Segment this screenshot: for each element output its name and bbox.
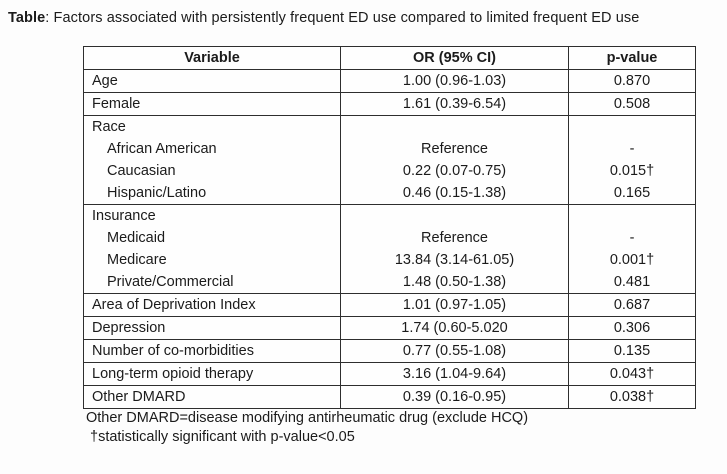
table-row-group-race: Race African American Caucasian Hispanic… <box>83 115 696 205</box>
cell-or-group: Reference 0.22 (0.07-0.75) 0.46 (0.15-1.… <box>340 115 569 205</box>
cell-pvalue: 0.508 <box>568 92 696 116</box>
cell-or: 0.39 (0.16-0.95) <box>340 385 569 409</box>
blank-line <box>342 117 568 139</box>
cell-variable: Age <box>83 69 341 93</box>
group-label: Race <box>92 119 126 135</box>
cell-variable: Area of Deprivation Index <box>83 293 341 317</box>
group-item-or: Reference <box>421 230 488 246</box>
group-item-label: Medicare <box>107 252 167 268</box>
column-header-or: OR (95% CI) <box>340 46 569 70</box>
cell-pvalue: 0.135 <box>568 339 696 363</box>
group-item-or: 0.22 (0.07-0.75) <box>402 163 507 179</box>
cell-or-group: Reference 13.84 (3.14-61.05) 1.48 (0.50-… <box>340 204 569 294</box>
footnotes: Other DMARD=disease modifying antirheuma… <box>86 409 528 447</box>
header-row: Variable OR (95% CI) p-value <box>83 46 696 70</box>
group-item-or: Reference <box>421 141 488 157</box>
caption-text: : Factors associated with persistently f… <box>45 10 640 26</box>
cell-pvalue-group: - 0.015† 0.165 <box>568 115 696 205</box>
results-table: Variable OR (95% CI) p-value Age 1.00 (0… <box>83 46 696 409</box>
cell-pvalue: 0.043† <box>568 362 696 386</box>
cell-pvalue: 0.687 <box>568 293 696 317</box>
group-item-label: Private/Commercial <box>107 274 234 290</box>
blank-line <box>570 206 695 228</box>
cell-or: 1.74 (0.60-5.020 <box>340 316 569 340</box>
group-item-label: Caucasian <box>107 163 176 179</box>
table-row-female: Female 1.61 (0.39-6.54) 0.508 <box>83 92 696 116</box>
table-row-depression: Depression 1.74 (0.60-5.020 0.306 <box>83 316 696 340</box>
cell-variable: Depression <box>83 316 341 340</box>
group-item-label: Medicaid <box>107 230 166 246</box>
cell-pvalue: 0.038† <box>568 385 696 409</box>
footnote-dagger-significance: †statistically significant with p-value<… <box>90 429 355 445</box>
group-item-pvalue: - <box>629 141 635 157</box>
cell-or: 0.77 (0.55-1.08) <box>340 339 569 363</box>
group-item-pvalue: 0.481 <box>613 274 651 290</box>
group-item-pvalue: 0.165 <box>613 185 651 201</box>
cell-or: 1.01 (0.97-1.05) <box>340 293 569 317</box>
group-item-or: 1.48 (0.50-1.38) <box>402 274 507 290</box>
column-header-variable: Variable <box>83 46 341 70</box>
cell-pvalue: 0.306 <box>568 316 696 340</box>
footnote-dmard-definition: Other DMARD=disease modifying antirheuma… <box>86 410 529 426</box>
blank-line <box>570 117 695 139</box>
table-row-opioid: Long-term opioid therapy 3.16 (1.04-9.64… <box>83 362 696 386</box>
group-label: Insurance <box>92 208 156 224</box>
group-item-label: African American <box>107 141 217 157</box>
column-header-pvalue: p-value <box>568 46 696 70</box>
table-row-comorbidities: Number of co-morbidities 0.77 (0.55-1.08… <box>83 339 696 363</box>
cell-variable-group: Race African American Caucasian Hispanic… <box>83 115 341 205</box>
group-item-pvalue: 0.001† <box>609 252 655 268</box>
cell-or: 1.00 (0.96-1.03) <box>340 69 569 93</box>
cell-variable-group: Insurance Medicaid Medicare Private/Comm… <box>83 204 341 294</box>
cell-variable: Number of co-morbidities <box>83 339 341 363</box>
group-item-or: 0.46 (0.15-1.38) <box>402 185 507 201</box>
cell-pvalue-group: - 0.001† 0.481 <box>568 204 696 294</box>
cell-variable: Female <box>83 92 341 116</box>
table-row-dmard: Other DMARD 0.39 (0.16-0.95) 0.038† <box>83 385 696 409</box>
group-item-label: Hispanic/Latino <box>107 185 207 201</box>
group-item-pvalue: - <box>629 230 635 246</box>
caption-label: Table <box>8 10 46 26</box>
group-item-pvalue: 0.015† <box>609 163 655 179</box>
cell-or: 1.61 (0.39-6.54) <box>340 92 569 116</box>
blank-line <box>342 206 568 228</box>
table-row-adi: Area of Deprivation Index 1.01 (0.97-1.0… <box>83 293 696 317</box>
cell-pvalue: 0.870 <box>568 69 696 93</box>
cell-variable: Long-term opioid therapy <box>83 362 341 386</box>
table-caption: Table: Factors associated with persisten… <box>8 10 639 26</box>
cell-or: 3.16 (1.04-9.64) <box>340 362 569 386</box>
group-item-or: 13.84 (3.14-61.05) <box>394 252 515 268</box>
table-row-age: Age 1.00 (0.96-1.03) 0.870 <box>83 69 696 93</box>
table-row-group-insurance: Insurance Medicaid Medicare Private/Comm… <box>83 204 696 294</box>
cell-variable: Other DMARD <box>83 385 341 409</box>
